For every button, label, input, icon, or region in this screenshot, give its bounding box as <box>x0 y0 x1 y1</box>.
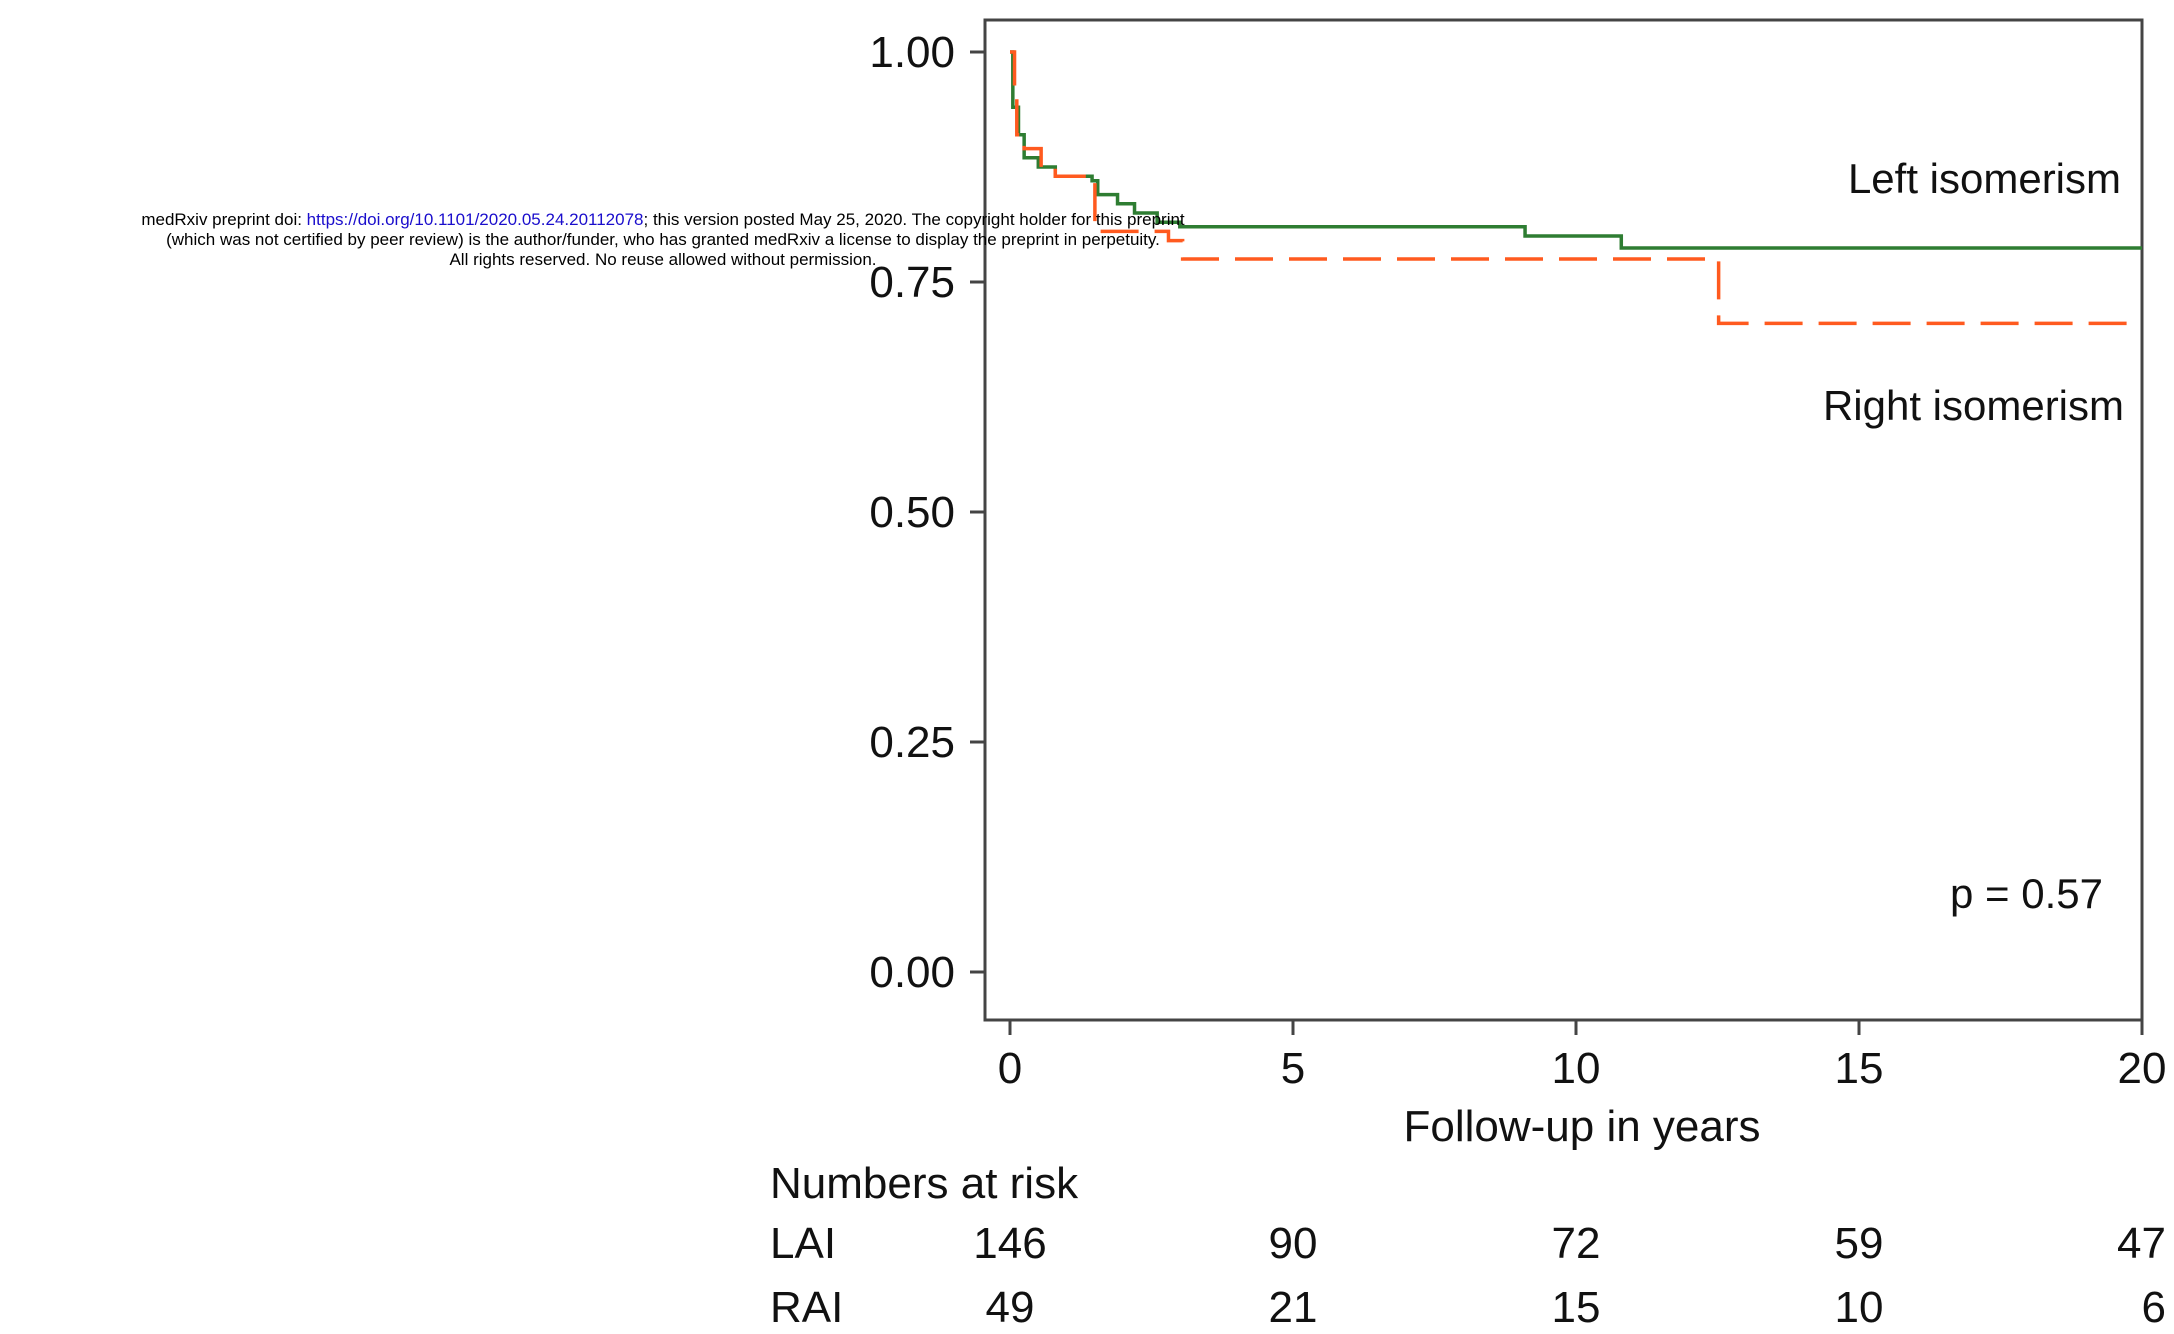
risk-table-title: Numbers at risk <box>770 1159 1079 1208</box>
risk-row-label-lai: LAI <box>770 1219 836 1268</box>
y-axis-ticks: 0.00 0.25 0.50 0.75 1.00 <box>869 28 985 997</box>
y-tick-label: 1.00 <box>869 28 955 77</box>
x-axis-label: Follow-up in years <box>1403 1102 1760 1151</box>
risk-value-rai: 49 <box>986 1283 1035 1332</box>
risk-value-rai: 21 <box>1269 1283 1318 1332</box>
y-tick-label: 0.25 <box>869 718 955 767</box>
risk-row-label-rai: RAI <box>770 1283 843 1332</box>
risk-value-rai: 6 <box>2142 1283 2166 1332</box>
risk-value-lai: 90 <box>1269 1219 1318 1268</box>
x-tick-label: 20 <box>2118 1044 2167 1093</box>
risk-value-rai: 15 <box>1552 1283 1601 1332</box>
right-isomerism-label: Right isomerism <box>1823 382 2124 429</box>
risk-value-lai: 59 <box>1835 1219 1884 1268</box>
x-axis-ticks: 0 5 10 15 20 <box>998 1020 2167 1093</box>
risk-table-values: 146 90 72 59 47 49 21 15 10 6 <box>973 1219 2166 1332</box>
left-isomerism-curve <box>1010 50 2142 250</box>
header-prefix: medRxiv preprint doi: <box>141 210 307 229</box>
header-suffix: ; this version posted May 25, 2020. The … <box>643 210 1185 229</box>
risk-value-lai: 146 <box>973 1219 1046 1268</box>
x-tick-label: 15 <box>1835 1044 1884 1093</box>
x-tick-label: 0 <box>998 1044 1022 1093</box>
risk-value-lai: 72 <box>1552 1219 1601 1268</box>
risk-value-rai: 10 <box>1835 1283 1884 1332</box>
risk-value-lai: 47 <box>2117 1219 2166 1268</box>
y-tick-label: 0.00 <box>869 948 955 997</box>
header-line-3: All rights reserved. No reuse allowed wi… <box>449 250 877 269</box>
series-layer <box>1010 50 2142 326</box>
p-value-label: p = 0.57 <box>1950 870 2103 917</box>
doi-link[interactable]: https://doi.org/10.1101/2020.05.24.20112… <box>306 210 644 229</box>
x-tick-label: 5 <box>1281 1044 1305 1093</box>
y-tick-label: 0.50 <box>869 488 955 537</box>
preprint-header: medRxiv preprint doi: https://doi.org/10… <box>0 210 1326 270</box>
y-tick-label: 0.75 <box>869 258 955 307</box>
x-tick-label: 10 <box>1552 1044 1601 1093</box>
header-line-1: medRxiv preprint doi: https://doi.org/10… <box>0 210 1326 230</box>
left-isomerism-label: Left isomerism <box>1848 155 2121 202</box>
header-line-2: (which was not certified by peer review)… <box>166 230 1160 249</box>
right-isomerism-curve <box>1010 50 2142 326</box>
